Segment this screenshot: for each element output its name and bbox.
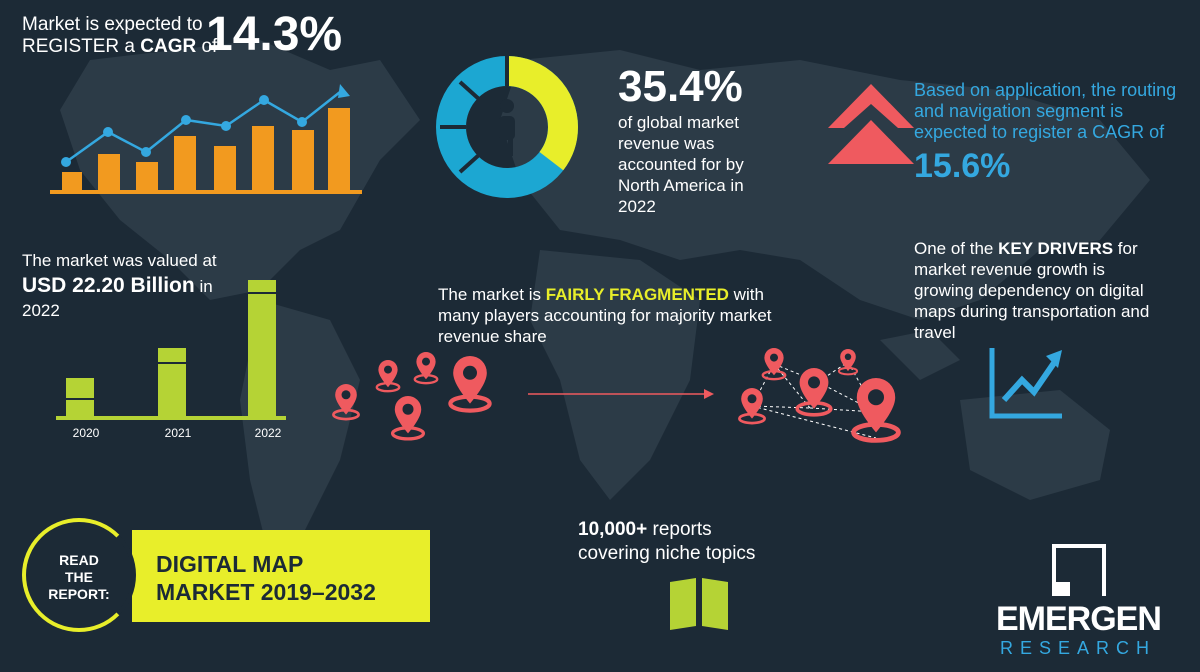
cagr-caption-line1: Market is expected to [22,14,203,35]
reports-count-caption: 10,000+ reports covering niche topics [578,519,756,564]
north-america-share-donut [436,52,578,198]
brand-name: EMERGEN [996,600,1162,638]
double-chevron-up-icon [828,84,914,164]
location-pin-icon [761,348,787,381]
location-pin-icon [332,382,360,421]
location-pin-icon [837,348,859,376]
fragmented-caption: The market is FAIRLY FRAGMENTED with man… [438,285,772,346]
north-america-value: 35.4% [618,62,743,111]
segment-caption: Based on application, the routing and na… [914,80,1177,142]
scattered-location-pins [332,352,506,441]
cagr-value: 14.3% [206,8,343,61]
report-title: DIGITAL MAP MARKET 2019–2032 [156,551,376,605]
year-label-2021: 2021 [164,426,192,440]
growth-bar-chart-icon [50,84,362,194]
report-banner[interactable]: DIGITAL MAP MARKET 2019–2032 [132,530,430,622]
north-america-caption: of global market revenue was accounted f… [618,113,744,216]
arrow-right-icon [528,389,714,399]
read-the-report-badge[interactable]: READ THE REPORT: [22,518,136,632]
book-icon [670,576,728,630]
cagr-caption-line2: REGISTER a CAGR of [22,36,218,57]
valuation-amount: USD 22.20 Billion in [22,274,213,297]
connected-location-pins [738,348,920,452]
segment-cagr-value: 15.6% [914,147,1011,185]
location-pin-icon [854,378,899,440]
emergen-logo-icon [1052,544,1106,596]
valuation-year: 2022 [22,301,60,320]
person-icon [499,99,515,156]
growth-chart-icon [989,348,1062,419]
location-pin-icon [450,356,489,411]
brand-subtitle: RESEARCH [1000,638,1157,658]
location-pin-icon [375,358,401,393]
location-pin-icon [738,386,766,425]
year-label-2020: 2020 [72,426,100,440]
location-pin-icon [413,352,439,385]
valuation-line1: The market was valued at [22,251,217,270]
valuation-bar-chart-icon [56,280,286,420]
key-drivers-caption: One of the KEY DRIVERS for market revenu… [914,239,1150,342]
year-label-2022: 2022 [254,426,282,440]
location-pin-icon [390,394,426,441]
